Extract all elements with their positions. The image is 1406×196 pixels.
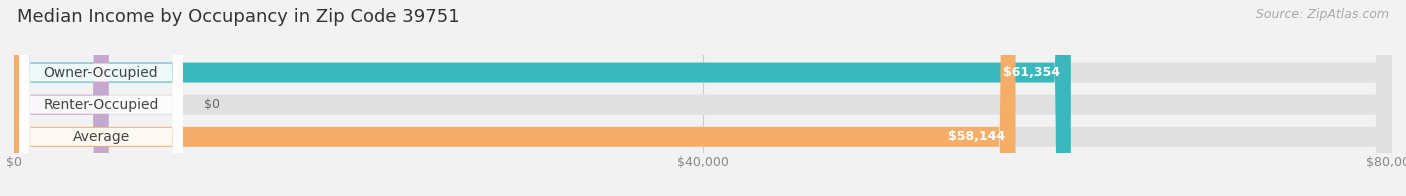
Text: $0: $0 — [204, 98, 219, 111]
FancyBboxPatch shape — [20, 0, 183, 196]
FancyBboxPatch shape — [14, 0, 1392, 196]
Text: Source: ZipAtlas.com: Source: ZipAtlas.com — [1256, 8, 1389, 21]
Text: Owner-Occupied: Owner-Occupied — [44, 65, 159, 80]
FancyBboxPatch shape — [14, 0, 1071, 196]
Text: $58,144: $58,144 — [948, 130, 1005, 143]
Text: $61,354: $61,354 — [1004, 66, 1060, 79]
Text: Renter-Occupied: Renter-Occupied — [44, 98, 159, 112]
FancyBboxPatch shape — [14, 0, 1392, 196]
Text: Average: Average — [73, 130, 129, 144]
FancyBboxPatch shape — [14, 0, 1392, 196]
FancyBboxPatch shape — [20, 0, 183, 196]
FancyBboxPatch shape — [14, 0, 1015, 196]
FancyBboxPatch shape — [14, 0, 108, 196]
FancyBboxPatch shape — [20, 0, 183, 196]
Text: Median Income by Occupancy in Zip Code 39751: Median Income by Occupancy in Zip Code 3… — [17, 8, 460, 26]
